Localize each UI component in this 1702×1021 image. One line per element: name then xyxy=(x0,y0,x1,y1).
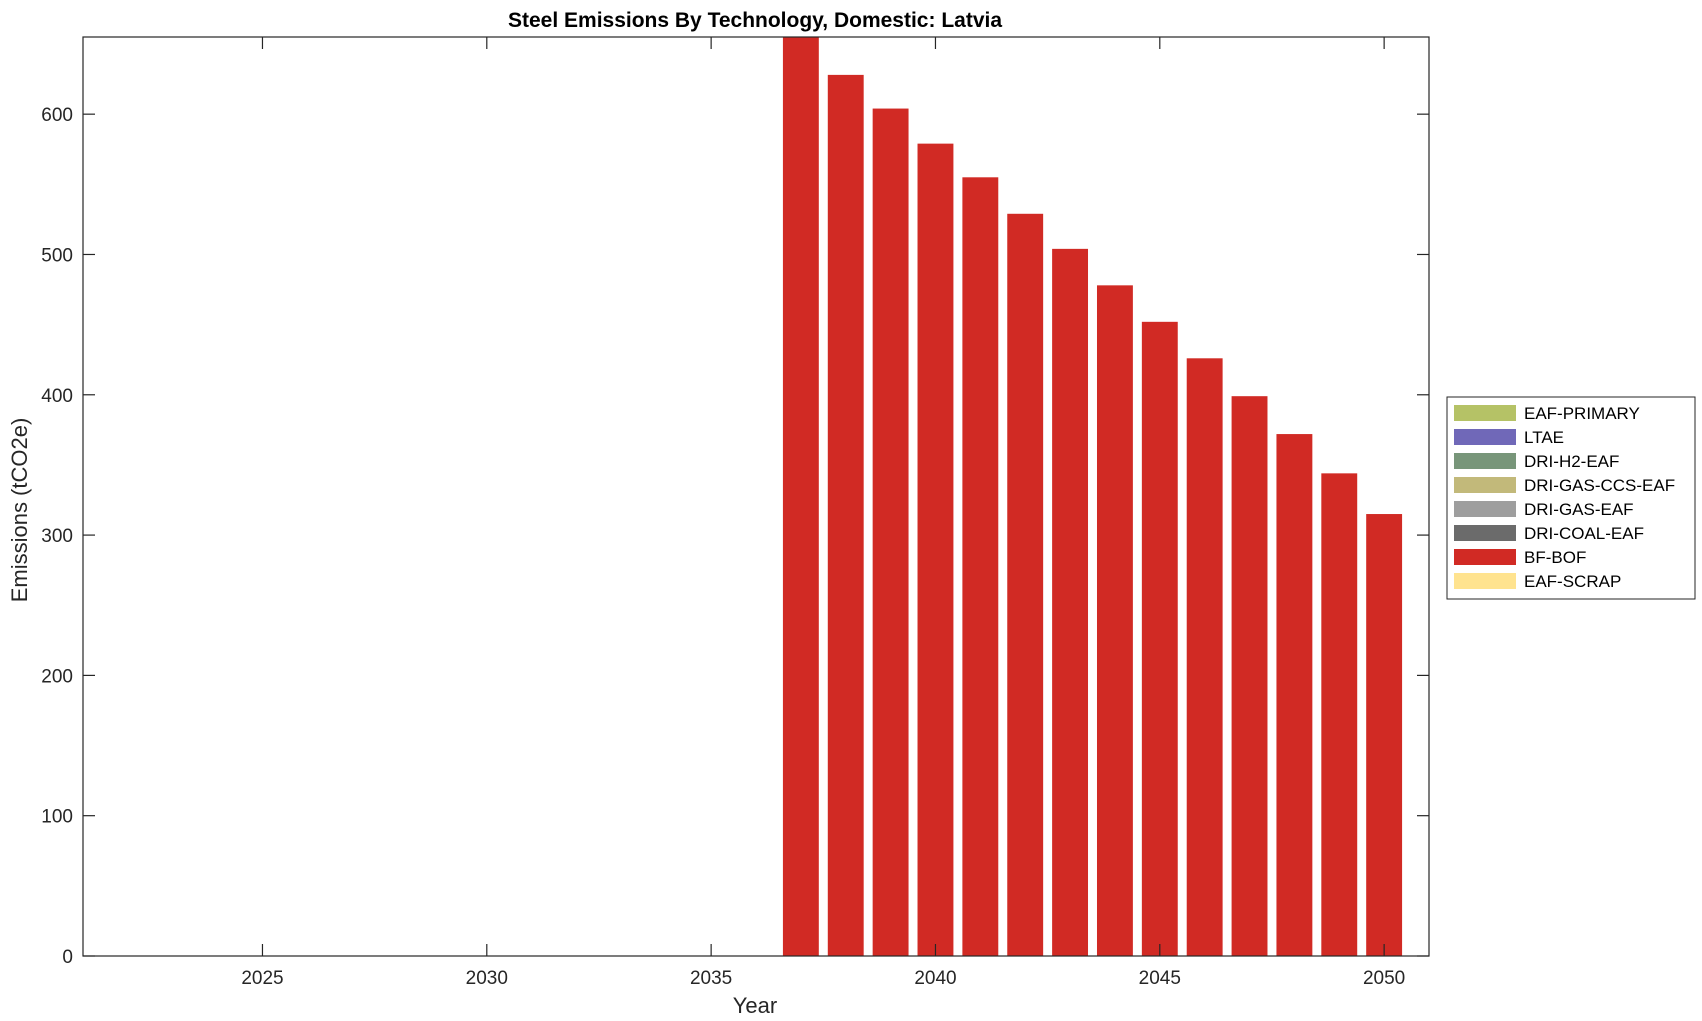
y-tick-label: 500 xyxy=(41,245,73,266)
legend-swatch-dri-h2-eaf xyxy=(1454,453,1516,469)
legend-swatch-eaf-primary xyxy=(1454,405,1516,421)
bar-bf-bof-2040 xyxy=(917,143,954,956)
bar-bf-bof-2047 xyxy=(1231,396,1268,957)
legend-label-dri-h2-eaf: DRI-H2-EAF xyxy=(1524,452,1619,471)
x-tick-label: 2040 xyxy=(914,968,956,989)
plot-frame xyxy=(82,36,1430,957)
y-tick-label: 200 xyxy=(41,666,73,687)
plot-area: 2025 2030 2035 2040 2045 2050 0 100 200 300 400 500… xyxy=(41,36,1430,989)
y-tick-label: 100 xyxy=(41,807,73,828)
legend-swatch-dri-coal-eaf xyxy=(1454,525,1516,541)
legend-label-dri-gas-eaf: DRI-GAS-EAF xyxy=(1524,500,1634,519)
bar-bf-bof-2041 xyxy=(962,177,999,956)
x-tick-label: 2050 xyxy=(1363,968,1405,989)
bar-bf-bof-2045 xyxy=(1141,321,1178,957)
legend-box xyxy=(1446,396,1696,600)
x-tick-label: 2035 xyxy=(690,968,732,989)
legend-swatch-eaf-scrap xyxy=(1454,573,1516,589)
bar-bf-bof-2050 xyxy=(1366,514,1403,956)
bar-bf-bof-2038 xyxy=(827,74,864,956)
y-tick-label: 600 xyxy=(41,105,73,126)
legend-swatch-ltae xyxy=(1454,429,1516,445)
bar-bf-bof-2049 xyxy=(1321,473,1358,956)
bar-bf-bof-2048 xyxy=(1276,434,1313,957)
bar-bf-bof-2037 xyxy=(782,37,819,956)
bar-bf-bof-2046 xyxy=(1186,358,1223,957)
legend-swatch-bf-bof xyxy=(1454,549,1516,565)
x-tick-label: 2030 xyxy=(466,968,508,989)
legend: EAF-PRIMARY LTAE DRI-H2-EAF DRI-GAS-CCS-EAF… xyxy=(1446,396,1696,600)
legend-label-dri-coal-eaf: DRI-COAL-EAF xyxy=(1524,524,1644,543)
bar-bf-bof-2042 xyxy=(1007,213,1044,956)
bar-bf-bof-2043 xyxy=(1052,248,1089,956)
y-tick-label: 0 xyxy=(62,947,73,968)
legend-label-eaf-primary: EAF-PRIMARY xyxy=(1524,404,1640,423)
legend-label-dri-gas-ccs-eaf: DRI-GAS-CCS-EAF xyxy=(1524,476,1675,495)
x-tick-label: 2045 xyxy=(1139,968,1181,989)
legend-swatch-dri-gas-ccs-eaf xyxy=(1454,477,1516,493)
legend-swatch-dri-gas-eaf xyxy=(1454,501,1516,517)
bar-bf-bof-2039 xyxy=(872,108,909,956)
bar-bf-bof-2044 xyxy=(1096,285,1133,956)
y-tick-label: 300 xyxy=(41,526,73,547)
x-tick-label: 2025 xyxy=(241,968,283,989)
legend-label-bf-bof: BF-BOF xyxy=(1524,548,1586,567)
legend-label-eaf-scrap: EAF-SCRAP xyxy=(1524,572,1621,591)
legend-label-ltae: LTAE xyxy=(1524,428,1564,447)
bars-group xyxy=(782,37,1403,957)
y-tick-label: 400 xyxy=(41,386,73,407)
x-axis-label: Year xyxy=(733,993,777,1018)
chart-title: Steel Emissions By Technology, Domestic:… xyxy=(508,9,1002,32)
y-axis-label: Emissions (tCO2e) xyxy=(7,418,32,603)
